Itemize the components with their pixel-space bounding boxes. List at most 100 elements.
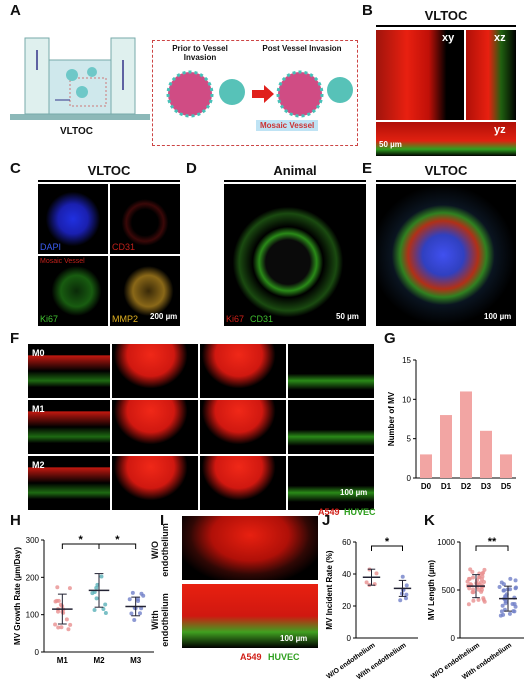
timelapse-tile [112, 344, 198, 398]
yz-label: yz [494, 124, 506, 136]
timelapse-tile [28, 456, 110, 510]
data-point [502, 588, 507, 593]
y-tick-label: 40 [342, 570, 351, 579]
data-point [135, 597, 140, 602]
timelapse-tile [200, 344, 286, 398]
data-point [66, 627, 71, 632]
x-tick-label: D5 [501, 482, 512, 491]
data-point [103, 602, 108, 607]
data-point [99, 574, 104, 579]
mosaic-label: Mosaic Vessel [256, 120, 319, 131]
data-point [503, 599, 508, 604]
panel-c-title: VLTOC [87, 163, 131, 178]
y-tick-label: 15 [402, 356, 411, 365]
y-tick-label: 1000 [437, 538, 455, 547]
chip-label: VLTOC [60, 126, 93, 137]
data-point [103, 610, 108, 615]
y-axis-label: MV Length (µm) [427, 560, 436, 620]
data-point [500, 603, 505, 608]
f-legend-huvec: HUVEC [344, 507, 376, 517]
timelapse-tile [200, 456, 286, 510]
i-legend-a549: A549 [240, 652, 262, 662]
significance-bracket [475, 545, 509, 551]
data-point [471, 587, 476, 592]
data-point [364, 580, 369, 585]
data-point [399, 591, 404, 596]
panel-d-scale: 50 µm [336, 312, 359, 321]
panel-b-scale: 50 µm [379, 140, 402, 149]
y-tick-label: 10 [402, 395, 411, 404]
data-point [470, 569, 475, 574]
data-point [466, 602, 471, 607]
data-point [139, 606, 144, 611]
data-point [130, 590, 135, 595]
mosaic-c-label: Mosaic Vessel [40, 258, 85, 265]
timelapse-tile [28, 344, 110, 398]
image-3d [376, 184, 516, 326]
x-tick-label: M1 [57, 656, 69, 665]
row-label-m1: M1 [32, 404, 45, 414]
data-point [137, 611, 142, 616]
panel-label-i: I [160, 512, 165, 529]
significance-stars: ** [488, 536, 497, 548]
panel-c-scale: 200 µm [150, 312, 178, 321]
data-point [95, 582, 100, 587]
image-with-endothelium [182, 584, 318, 648]
significance-stars: * [115, 534, 120, 546]
data-point [478, 580, 483, 585]
data-point [53, 622, 58, 627]
y-tick-label: 500 [442, 586, 456, 595]
y-tick-label: 200 [26, 573, 40, 582]
y-axis-label: Number of MV [387, 391, 396, 446]
data-point [481, 570, 486, 575]
x-tick-label: D1 [441, 482, 452, 491]
data-point [499, 609, 504, 614]
bar [440, 415, 452, 478]
data-point [514, 585, 519, 590]
y-tick-label: 0 [407, 474, 412, 483]
data-point [94, 596, 99, 601]
data-point [94, 585, 99, 590]
data-point [507, 611, 512, 616]
data-point [139, 591, 144, 596]
row-label-m0: M0 [32, 348, 45, 358]
f-legend-a549: A549 [318, 507, 340, 517]
chip-schematic [10, 37, 150, 120]
image-cd31 [110, 184, 180, 254]
panel-d-title: Animal [273, 163, 317, 178]
timelapse-tile [200, 400, 286, 454]
panel-label-g: G [384, 330, 396, 347]
data-point [90, 591, 95, 596]
data-point [513, 604, 518, 609]
arrow-right-icon [252, 85, 274, 103]
data-point [498, 613, 503, 618]
i-row2-label: With endothelium [150, 593, 170, 647]
data-point [503, 594, 508, 599]
image-yz [376, 122, 516, 156]
data-point [64, 617, 69, 622]
y-axis-label: MV Incident Rate (%) [325, 550, 334, 629]
x-tick-label: W/O endothelium [325, 642, 376, 681]
panel-b-title: VLTOC [424, 8, 468, 23]
data-point [68, 622, 73, 627]
data-point [404, 592, 409, 597]
data-point [127, 597, 132, 602]
i-row1-label: W/O endothelium [150, 523, 170, 577]
data-point [467, 576, 472, 581]
bar [460, 391, 472, 478]
y-tick-label: 60 [342, 538, 351, 547]
significance-stars: * [385, 536, 390, 548]
timelapse-tile [112, 400, 198, 454]
invasion-diagram [166, 70, 353, 118]
bar [500, 454, 512, 478]
data-point [513, 578, 518, 583]
y-tick-label: 0 [347, 634, 352, 643]
data-point [512, 609, 517, 614]
mmp2-label: MMP2 [112, 314, 139, 324]
data-point [508, 587, 513, 592]
image-wo-endothelium [182, 516, 318, 580]
data-point [61, 610, 66, 615]
chart-g: 0 5 10 15 Number of MV D0 D1 D2 D3 D5 [387, 356, 516, 491]
data-point [101, 607, 106, 612]
x-tick-label: D2 [461, 482, 472, 491]
